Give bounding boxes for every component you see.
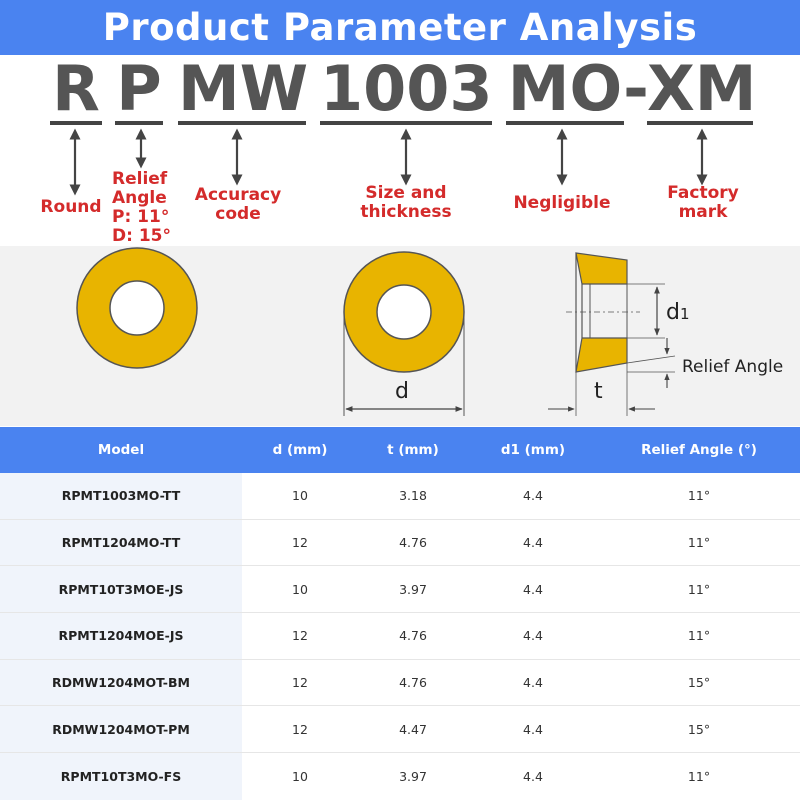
label-relief-angle: Relief Angle P: 11° D: 15° [112, 170, 182, 246]
table-row: RPMT1003MO-TT 10 3.18 4.4 11° [0, 473, 800, 520]
code-separator: - [623, 52, 649, 125]
cell-model: RPMT10T3MOE-JS [0, 566, 242, 613]
cell-model: RPMT10T3MO-FS [0, 753, 242, 800]
cell-t: 4.47 [399, 721, 427, 737]
label-size-line1: Size and [365, 183, 447, 203]
code-segment-mw: MW [178, 52, 309, 125]
cell-d1: 4.4 [523, 721, 543, 737]
cell-model: RPMT1003MO-TT [0, 473, 242, 519]
col-header-t: t (mm) [387, 442, 439, 458]
label-negligible: Negligible [513, 193, 611, 213]
code-underline-r [50, 121, 102, 125]
cell-d: 12 [292, 535, 308, 551]
table-row: RPMT1204MOE-JS 12 4.76 4.4 11° [0, 613, 800, 660]
code-segment-r: R [52, 52, 100, 125]
table-header: Model d (mm) t (mm) d1 (mm) Relief Angle… [0, 427, 800, 473]
insert-side-view [548, 252, 676, 416]
cell-relief-angle: 11° [687, 581, 711, 597]
cell-d1: 4.4 [523, 675, 543, 691]
cell-d1: 4.4 [523, 488, 543, 504]
table-body: RPMT1003MO-TT 10 3.18 4.4 11° RPMT1204MO… [0, 473, 800, 800]
code-underline-mo [506, 121, 624, 125]
label-round: Round [40, 197, 102, 217]
label-accuracy: Accuracy code [180, 186, 296, 224]
cell-d1: 4.4 [523, 768, 543, 784]
table-row: RPMT10T3MOE-JS 10 3.97 4.4 11° [0, 566, 800, 614]
cell-relief-angle: 11° [687, 768, 711, 784]
dim-label-d: d [395, 379, 409, 404]
col-header-d: d (mm) [272, 442, 328, 458]
label-factory: Factory mark [648, 184, 758, 222]
dim-label-d1-sub: 1 [679, 305, 690, 323]
label-accuracy-line2: code [215, 204, 261, 224]
code-segment-mo: MO [507, 52, 623, 125]
code-underline-xm [647, 121, 753, 125]
cell-relief-angle: 11° [687, 488, 711, 504]
code-underline-1003 [320, 121, 492, 125]
cell-d: 10 [292, 488, 308, 504]
cell-d1: 4.4 [523, 581, 543, 597]
table-row: RPMT1204MO-TT 12 4.76 4.4 11° [0, 519, 800, 567]
dim-label-d1-main: d [666, 300, 680, 325]
cell-t: 4.76 [399, 535, 427, 551]
insert-top-view-dimensioned [343, 251, 465, 416]
table-row: RDMW1204MOT-BM 12 4.76 4.4 15° [0, 659, 800, 707]
col-header-d1: d1 (mm) [500, 442, 566, 458]
label-factory-line1: Factory [667, 183, 739, 203]
code-underline-p [115, 121, 163, 125]
cell-t: 3.97 [399, 581, 427, 597]
cell-t: 3.97 [399, 768, 427, 784]
cell-d: 12 [292, 628, 308, 644]
cell-relief-angle: 15° [687, 721, 711, 737]
cell-d: 12 [292, 721, 308, 737]
code-segment-xm: XM [647, 52, 757, 125]
page-title: Product Parameter Analysis [102, 6, 698, 49]
label-factory-line2: mark [678, 202, 728, 222]
pointer-arrows [69, 128, 708, 196]
label-relief-line1: Relief [112, 169, 168, 189]
cell-t: 3.18 [399, 488, 427, 504]
col-header-relief-angle: Relief Angle (°) [641, 442, 757, 458]
cell-d: 10 [292, 581, 308, 597]
label-size: Size and thickness [345, 184, 467, 222]
label-accuracy-line1: Accuracy [194, 185, 282, 205]
label-size-line2: thickness [360, 202, 452, 222]
code-underline-mw [178, 121, 306, 125]
cell-model: RPMT1204MOE-JS [0, 613, 242, 659]
title-banner: Product Parameter Analysis [0, 0, 800, 55]
insert-drawings [76, 247, 676, 416]
cell-relief-angle: 15° [687, 675, 711, 691]
cell-model: RDMW1204MOT-PM [0, 706, 242, 753]
label-relief-line4: D: 15° [112, 226, 171, 246]
table-row: RDMW1204MOT-PM 12 4.47 4.4 15° [0, 706, 800, 754]
label-relief-line2: Angle [112, 188, 167, 208]
cell-t: 4.76 [399, 675, 427, 691]
code-segment-1003: 1003 [320, 52, 493, 125]
cell-relief-angle: 11° [687, 628, 711, 644]
insert-diagram: d t d1 Relief Angle [0, 246, 800, 426]
label-relief-line3: P: 11° [112, 207, 170, 227]
cell-relief-angle: 11° [687, 535, 711, 551]
cell-model: RDMW1204MOT-BM [0, 659, 242, 706]
dim-label-d1: d1 [666, 300, 690, 325]
cell-d1: 4.4 [523, 628, 543, 644]
insert-top-view-left [76, 247, 198, 369]
cell-d1: 4.4 [523, 535, 543, 551]
col-header-model: Model [97, 442, 145, 458]
code-segment-p: P [116, 52, 162, 125]
cell-t: 4.76 [399, 628, 427, 644]
parameter-table: Model d (mm) t (mm) d1 (mm) Relief Angle… [0, 427, 800, 800]
dim-label-t: t [594, 379, 603, 404]
cell-d: 12 [292, 675, 308, 691]
dim-label-relief-angle: Relief Angle [682, 357, 784, 377]
table-row: RPMT10T3MO-FS 10 3.97 4.4 11° [0, 753, 800, 800]
cell-model: RPMT1204MO-TT [0, 519, 242, 566]
cell-d: 10 [292, 768, 308, 784]
